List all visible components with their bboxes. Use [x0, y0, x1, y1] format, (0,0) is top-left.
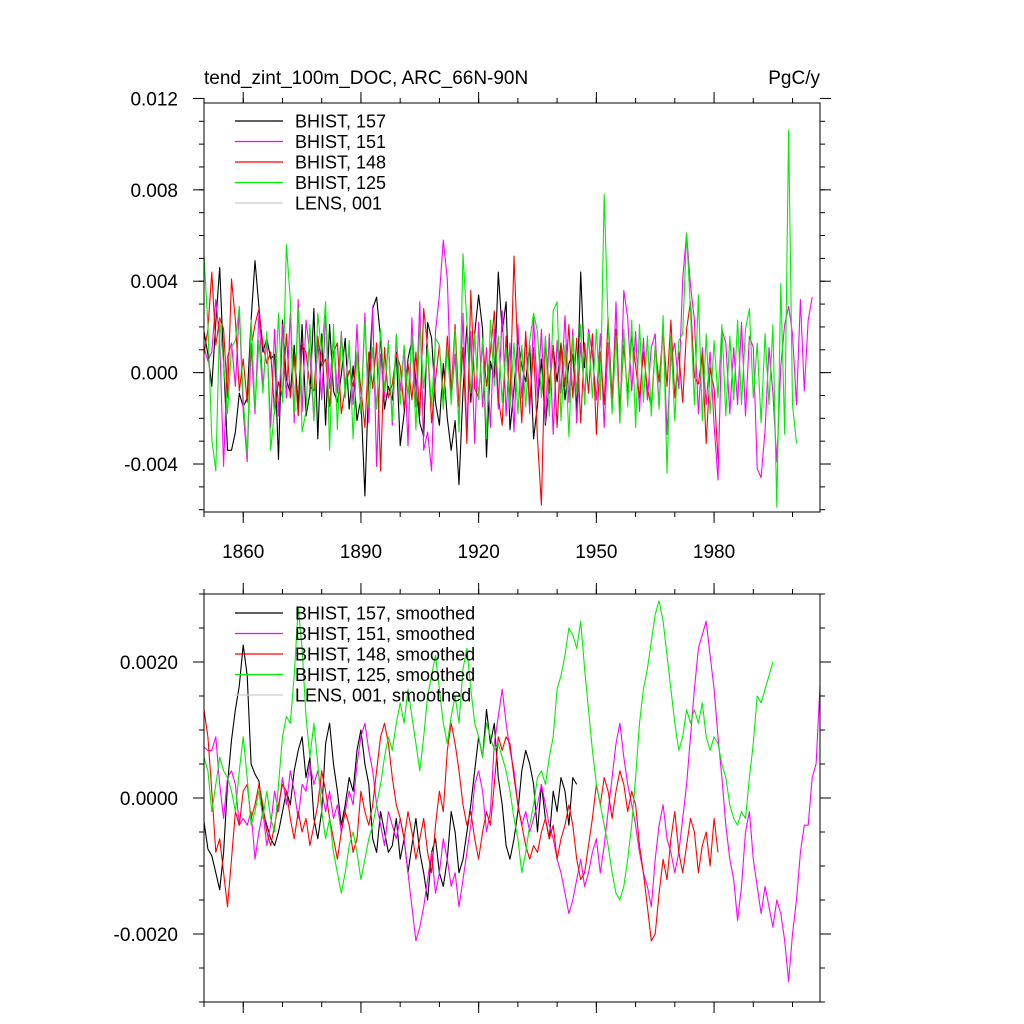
series-line-2 — [204, 709, 719, 942]
legend-entry-1: BHIST, 151, smoothed — [295, 624, 475, 644]
y-tick-label: 0.012 — [130, 89, 178, 110]
y-tick-label: 0.004 — [130, 272, 178, 293]
legend-entry-0: BHIST, 157 — [295, 112, 386, 132]
legend-entry-3: BHIST, 125 — [295, 173, 386, 193]
chart-title: tend_zint_100m_DOC, ARC_66N-90N — [204, 68, 528, 89]
bottom-panel: -0.0020 0.0000 0.0020 BHIST, 157, smoothed… — [114, 583, 831, 1013]
y-tick-label: 0.0000 — [120, 789, 178, 810]
top-axes: -0.004 0.000 0.004 0.008 0.012 1860 1890 1920 19… — [124, 89, 831, 563]
legend-entry-1: BHIST, 151 — [295, 132, 386, 152]
series-line-0 — [204, 644, 578, 901]
x-tick-label: 1950 — [575, 542, 617, 563]
y-tick-label: 0.008 — [130, 181, 178, 202]
y-tick-label: 0.0020 — [120, 653, 178, 674]
x-tick-label: 1980 — [693, 542, 735, 563]
bottom-axes: -0.0020 0.0000 0.0020 — [114, 583, 831, 1013]
legend-entry-4: LENS, 001 — [295, 194, 382, 214]
series-line-3 — [204, 600, 774, 901]
x-tick-label: 1860 — [222, 542, 264, 563]
y-tick-label: 0.000 — [130, 364, 178, 385]
y-tick-label: -0.0020 — [114, 925, 178, 946]
series-line-3 — [204, 129, 798, 508]
x-tick-label: 1890 — [340, 542, 382, 563]
legend-entry-2: BHIST, 148 — [295, 153, 386, 173]
x-tick-label: 1920 — [458, 542, 500, 563]
plot-frame — [203, 102, 821, 513]
y-tick-label: -0.004 — [124, 455, 178, 476]
legend-entry-0: BHIST, 157, smoothed — [295, 604, 475, 624]
legend-entry-4: LENS, 001, smoothed — [295, 686, 471, 706]
top-series-group — [204, 129, 813, 508]
top-panel: tend_zint_100m_DOC, ARC_66N-90N PgC/y -0… — [124, 68, 831, 563]
legend-entry-3: BHIST, 125, smoothed — [295, 665, 475, 685]
units-label: PgC/y — [768, 68, 820, 89]
bottom-series-group — [204, 600, 820, 983]
legend-entry-2: BHIST, 148, smoothed — [295, 645, 475, 665]
